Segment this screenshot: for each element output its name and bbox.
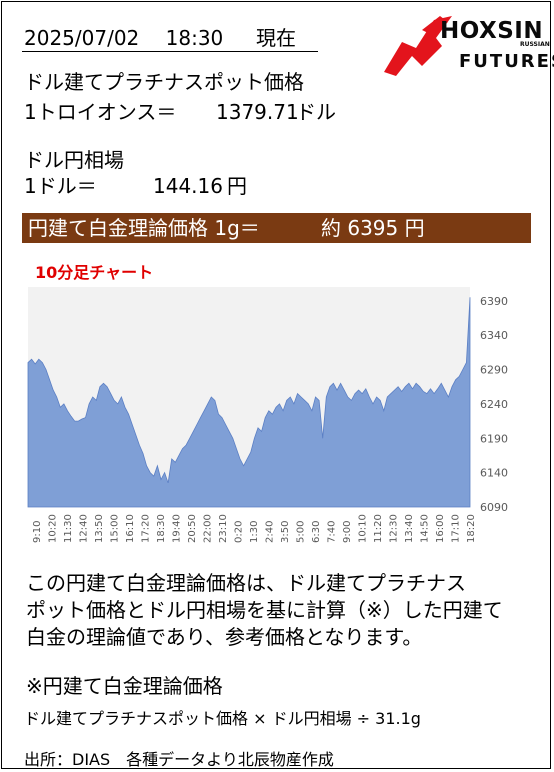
- y-tick-label: 6390: [480, 295, 508, 308]
- x-tick-label: 12:40: [79, 514, 90, 543]
- y-tick-label: 6340: [480, 329, 508, 342]
- description-line-3: 白金の理論値であり、参考価格となります。: [26, 625, 423, 649]
- x-tick-label: 6:30: [311, 521, 322, 543]
- x-tick-label: 14:50: [420, 514, 431, 543]
- chart-svg: 6090 6140 6190 6240 6290 6340 6390 9:10 10:20 11:…: [27, 287, 508, 543]
- x-tick-label: 16:10: [125, 514, 136, 543]
- theoretical-price-banner: 円建て白金理論価格 1g＝ 約 6395 円: [22, 213, 531, 243]
- y-tick-label: 6290: [480, 364, 508, 377]
- x-tick-label: 2:40: [265, 521, 276, 543]
- x-tick-label: 16:00: [435, 514, 446, 543]
- x-tick-label: 12:30: [389, 514, 400, 543]
- logo-sub: FUTURES: [459, 51, 554, 72]
- platinum-unit-label: 1トロイオンス＝: [24, 100, 177, 124]
- x-tick-label: 18:30: [156, 514, 167, 543]
- logo-swoosh-icon: [384, 16, 452, 76]
- hoxsin-logo: HOXSIN RUSSIAN FUTURES: [382, 12, 554, 78]
- formula-text: ドル建てプラチナスポット価格 × ドル円相場 ÷ 31.1g: [24, 709, 421, 728]
- x-tick-label: 19:40: [172, 514, 183, 543]
- platinum-unit: ドル: [296, 100, 336, 124]
- report-datetime: 2025/07/02 18:30 現在: [24, 26, 296, 50]
- price-chart: 6090 6140 6190 6240 6290 6340 6390 9:10 10:20 11:…: [22, 281, 532, 551]
- platinum-value: 1379.71: [216, 100, 299, 124]
- price-area-series: [27, 297, 471, 508]
- y-tick-label: 6240: [480, 398, 508, 411]
- x-tick-label: 10:10: [358, 514, 369, 543]
- x-tick-label: 13:40: [404, 514, 415, 543]
- x-tick-label: 10:20: [48, 514, 59, 543]
- x-tick-label: 9:10: [32, 521, 43, 543]
- source-note: 出所：DIAS 各種データより北辰物産作成: [24, 750, 334, 769]
- x-tick-label: 1:30: [249, 521, 260, 543]
- banner-value: 約 6395 円: [321, 216, 425, 240]
- x-tick-label: 17:20: [141, 514, 152, 543]
- fx-value: 144.16: [153, 174, 223, 198]
- x-tick-label: 22:00: [203, 514, 214, 543]
- logo-name: HOXSIN: [440, 18, 544, 44]
- fx-unit: 円: [227, 174, 247, 198]
- x-tick-label: 13:50: [94, 514, 105, 543]
- y-tick-label: 6190: [480, 432, 508, 445]
- x-tick-label: 11:20: [373, 514, 384, 543]
- x-tick-label: 18:20: [466, 514, 477, 543]
- x-tick-label: 20:50: [187, 514, 198, 543]
- x-tick-label: 3:50: [280, 521, 291, 543]
- y-tick-label: 6090: [480, 501, 508, 514]
- fx-unit-label: 1ドル＝: [24, 174, 97, 198]
- x-tick-label: 11:30: [63, 514, 74, 543]
- platinum-label: ドル建てプラチナスポット価格: [24, 70, 304, 94]
- x-tick-label: 15:00: [110, 514, 121, 543]
- description-line-2: ポット価格とドル円相場を基に計算（※）した円建て: [26, 598, 503, 622]
- x-tick-label: 23:10: [218, 514, 229, 543]
- y-tick-label: 6140: [480, 467, 508, 480]
- chart-title: 10分足チャート: [35, 263, 154, 282]
- datetime-underline: [22, 51, 318, 52]
- x-tick-label: 5:00: [296, 521, 307, 543]
- x-tick-label: 0:20: [234, 521, 245, 543]
- logo-tag: RUSSIAN: [520, 41, 550, 48]
- banner-label: 円建て白金理論価格 1g＝: [28, 216, 260, 240]
- formula-title: ※円建て白金理論価格: [26, 674, 223, 698]
- x-tick-label: 9:00: [342, 521, 353, 543]
- description-line-1: この円建て白金理論価格は、ドル建てプラチナス: [26, 571, 466, 595]
- fx-label: ドル円相場: [24, 148, 124, 172]
- x-tick-label: 7:40: [327, 521, 338, 543]
- x-tick-label: 17:10: [451, 514, 462, 543]
